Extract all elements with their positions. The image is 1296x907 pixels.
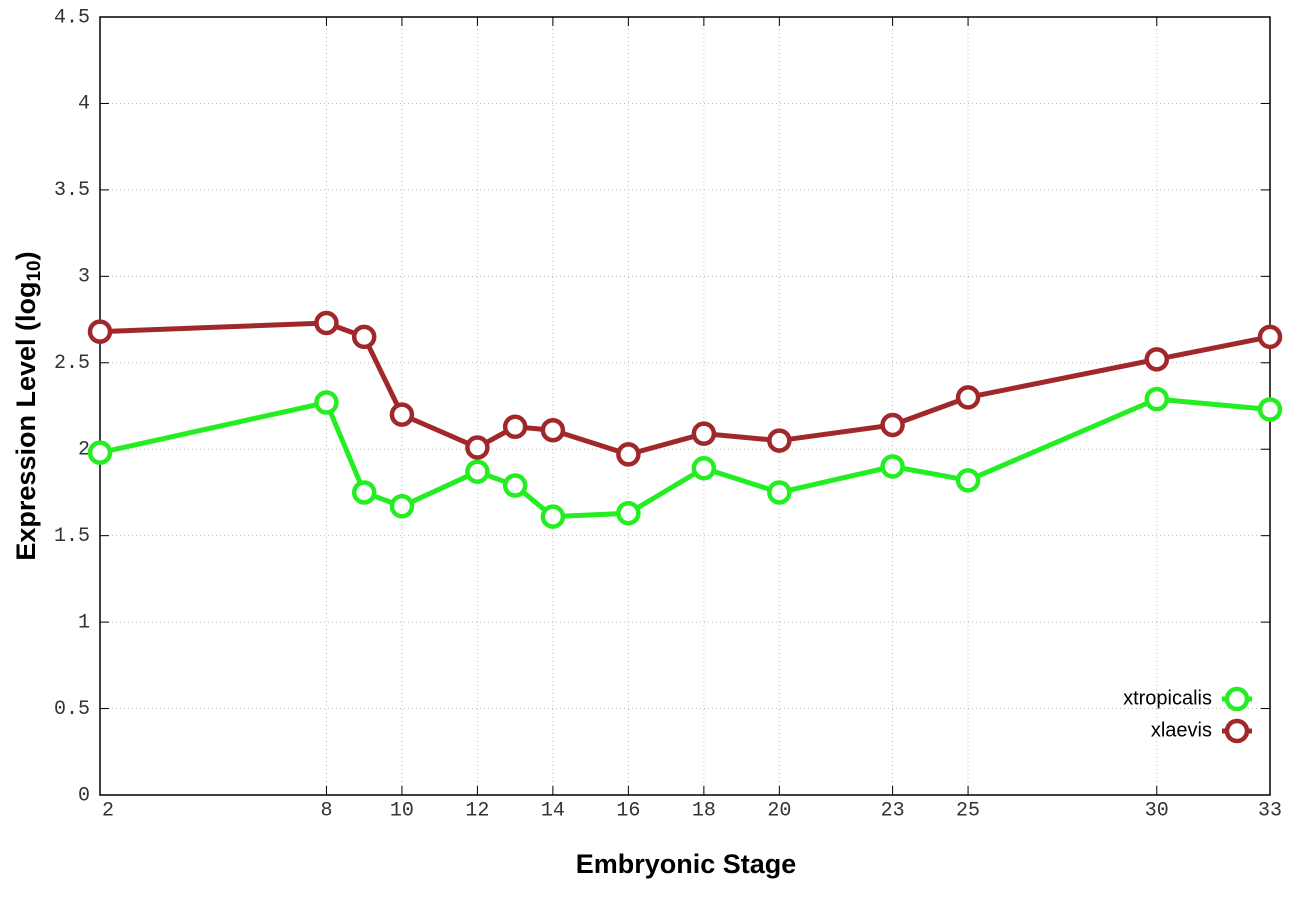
x-tick-label: 18 <box>692 799 716 822</box>
y-axis-title: Expression Level (log10) <box>11 251 45 560</box>
point <box>955 385 981 410</box>
point <box>465 459 490 484</box>
point <box>351 324 377 350</box>
point <box>314 390 339 415</box>
y-tick-label: 3.5 <box>54 179 90 202</box>
point <box>616 442 641 467</box>
point <box>691 455 717 481</box>
point <box>540 504 566 529</box>
y-tick-label: 1 <box>78 611 90 634</box>
point <box>1257 397 1283 422</box>
x-tick-label: 25 <box>956 799 980 822</box>
x-tick-label: 12 <box>465 799 489 822</box>
legend-label: xlaevis <box>1151 719 1212 741</box>
y-axis-title-end: ) <box>11 251 41 260</box>
x-tick-label: 23 <box>881 799 905 822</box>
x-tick-label: 10 <box>390 799 414 822</box>
point <box>691 421 717 446</box>
point <box>351 480 377 505</box>
plot-border <box>99 16 1271 796</box>
point <box>616 500 641 526</box>
y-tick-label: 1.5 <box>54 525 90 548</box>
legend-marker <box>1224 718 1250 744</box>
y-tick-label: 4 <box>78 93 90 116</box>
point <box>87 319 113 344</box>
legend-label: xtropicalis <box>1123 687 1212 709</box>
point <box>87 440 113 465</box>
y-tick-label: 2.5 <box>54 352 90 375</box>
legend-marker <box>1224 686 1250 712</box>
y-axis-title-sub: 10 <box>24 260 45 281</box>
x-tick-label: 2 <box>102 799 114 822</box>
x-tick-label: 20 <box>767 799 791 822</box>
point <box>540 417 566 443</box>
series-line <box>99 396 1271 520</box>
point <box>502 473 528 498</box>
x-tick-label: 14 <box>541 799 565 822</box>
point <box>389 494 415 519</box>
point <box>880 412 905 438</box>
point <box>767 480 792 505</box>
y-tick-label: 0.5 <box>54 698 90 721</box>
series-line <box>99 320 1271 457</box>
point <box>502 414 528 439</box>
point <box>389 402 415 427</box>
point <box>880 454 905 479</box>
x-tick-label: 33 <box>1258 799 1282 822</box>
point <box>1144 386 1170 412</box>
x-tick-label: 8 <box>320 799 332 822</box>
point <box>767 428 792 453</box>
y-tick-label: 2 <box>78 439 90 462</box>
x-axis-title: Embryonic Stage <box>576 849 797 879</box>
x-tick-label: 30 <box>1145 799 1169 822</box>
x-tick-label: 16 <box>616 799 640 822</box>
point <box>1257 324 1283 350</box>
point <box>1144 347 1170 372</box>
point <box>955 468 981 493</box>
point <box>314 310 339 336</box>
y-tick-label: 4.5 <box>54 6 90 29</box>
y-tick-label: 3 <box>78 266 90 289</box>
y-axis-title-main: Expression Level (log <box>11 282 41 561</box>
y-tick-label: 0 <box>78 784 90 807</box>
point <box>465 435 490 460</box>
